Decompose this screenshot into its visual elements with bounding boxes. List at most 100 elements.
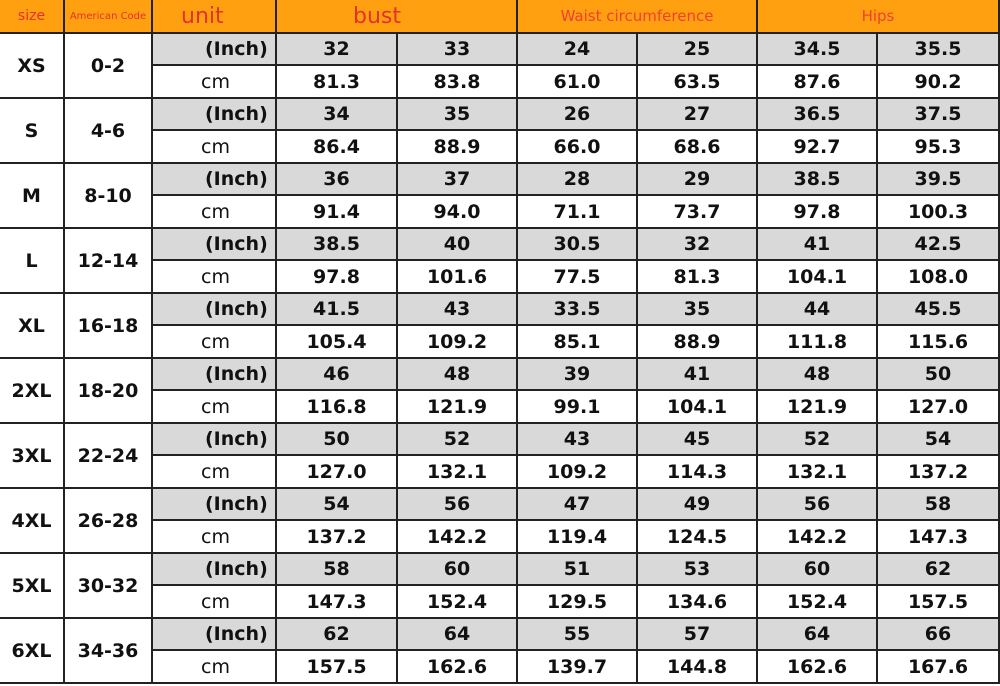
value-cell: 29 <box>638 164 758 196</box>
unit-cell: (Inch) <box>153 489 277 521</box>
value-cell: 41.5 <box>277 294 398 326</box>
value-cell: 85.1 <box>518 326 638 359</box>
value-cell: 50 <box>878 359 1000 391</box>
value-cell: 83.8 <box>398 66 518 99</box>
value-cell: 66 <box>878 619 1000 651</box>
value-cell: 48 <box>758 359 878 391</box>
unit-cell: cm <box>153 456 277 489</box>
value-cell: 127.0 <box>878 391 1000 424</box>
header-cell: unit <box>153 0 277 34</box>
value-cell: 56 <box>758 489 878 521</box>
value-cell: 38.5 <box>277 229 398 261</box>
value-cell: 91.4 <box>277 196 398 229</box>
value-cell: 119.4 <box>518 521 638 554</box>
value-cell: 108.0 <box>878 261 1000 294</box>
value-cell: 35 <box>398 99 518 131</box>
value-cell: 60 <box>398 554 518 586</box>
value-cell: 115.6 <box>878 326 1000 359</box>
value-cell: 45.5 <box>878 294 1000 326</box>
value-cell: 105.4 <box>277 326 398 359</box>
value-cell: 71.1 <box>518 196 638 229</box>
value-cell: 57 <box>638 619 758 651</box>
value-cell: 94.0 <box>398 196 518 229</box>
size-cell: 5XL <box>0 554 65 619</box>
value-cell: 55 <box>518 619 638 651</box>
value-cell: 88.9 <box>638 326 758 359</box>
size-cell: M <box>0 164 65 229</box>
size-cell: L <box>0 229 65 294</box>
header-cell: bust <box>277 0 518 34</box>
code-cell: 18-20 <box>65 359 153 424</box>
value-cell: 147.3 <box>277 586 398 619</box>
unit-cell: cm <box>153 326 277 359</box>
value-cell: 38.5 <box>758 164 878 196</box>
value-cell: 52 <box>758 424 878 456</box>
value-cell: 58 <box>277 554 398 586</box>
value-cell: 64 <box>758 619 878 651</box>
value-cell: 90.2 <box>878 66 1000 99</box>
value-cell: 142.2 <box>398 521 518 554</box>
unit-cell: cm <box>153 66 277 99</box>
value-cell: 39 <box>518 359 638 391</box>
value-cell: 35 <box>638 294 758 326</box>
unit-cell: (Inch) <box>153 294 277 326</box>
value-cell: 68.6 <box>638 131 758 164</box>
code-cell: 22-24 <box>65 424 153 489</box>
header-cell: size <box>0 0 65 34</box>
size-cell: XS <box>0 34 65 99</box>
value-cell: 30.5 <box>518 229 638 261</box>
size-cell: S <box>0 99 65 164</box>
value-cell: 137.2 <box>878 456 1000 489</box>
size-cell: 2XL <box>0 359 65 424</box>
value-cell: 111.8 <box>758 326 878 359</box>
value-cell: 34 <box>277 99 398 131</box>
unit-cell: (Inch) <box>153 99 277 131</box>
value-cell: 73.7 <box>638 196 758 229</box>
unit-cell: cm <box>153 521 277 554</box>
code-cell: 4-6 <box>65 99 153 164</box>
value-cell: 104.1 <box>638 391 758 424</box>
unit-cell: (Inch) <box>153 554 277 586</box>
value-cell: 37 <box>398 164 518 196</box>
value-cell: 49 <box>638 489 758 521</box>
unit-cell: cm <box>153 586 277 619</box>
value-cell: 34.5 <box>758 34 878 66</box>
value-cell: 47 <box>518 489 638 521</box>
code-cell: 0-2 <box>65 34 153 99</box>
size-cell: XL <box>0 294 65 359</box>
value-cell: 86.4 <box>277 131 398 164</box>
value-cell: 51 <box>518 554 638 586</box>
header-cell: American Code <box>65 0 153 34</box>
value-cell: 162.6 <box>758 651 878 684</box>
value-cell: 58 <box>878 489 1000 521</box>
value-cell: 81.3 <box>638 261 758 294</box>
code-cell: 26-28 <box>65 489 153 554</box>
value-cell: 62 <box>277 619 398 651</box>
size-cell: 6XL <box>0 619 65 684</box>
value-cell: 37.5 <box>878 99 1000 131</box>
unit-cell: cm <box>153 196 277 229</box>
value-cell: 26 <box>518 99 638 131</box>
value-cell: 121.9 <box>758 391 878 424</box>
unit-cell: cm <box>153 391 277 424</box>
value-cell: 87.6 <box>758 66 878 99</box>
value-cell: 32 <box>277 34 398 66</box>
value-cell: 62 <box>878 554 1000 586</box>
size-cell: 3XL <box>0 424 65 489</box>
code-cell: 34-36 <box>65 619 153 684</box>
unit-cell: (Inch) <box>153 229 277 261</box>
value-cell: 33.5 <box>518 294 638 326</box>
value-cell: 152.4 <box>398 586 518 619</box>
value-cell: 43 <box>398 294 518 326</box>
value-cell: 43 <box>518 424 638 456</box>
value-cell: 124.5 <box>638 521 758 554</box>
value-cell: 109.2 <box>398 326 518 359</box>
value-cell: 104.1 <box>758 261 878 294</box>
value-cell: 142.2 <box>758 521 878 554</box>
value-cell: 77.5 <box>518 261 638 294</box>
value-cell: 100.3 <box>878 196 1000 229</box>
code-cell: 12-14 <box>65 229 153 294</box>
value-cell: 116.8 <box>277 391 398 424</box>
value-cell: 95.3 <box>878 131 1000 164</box>
